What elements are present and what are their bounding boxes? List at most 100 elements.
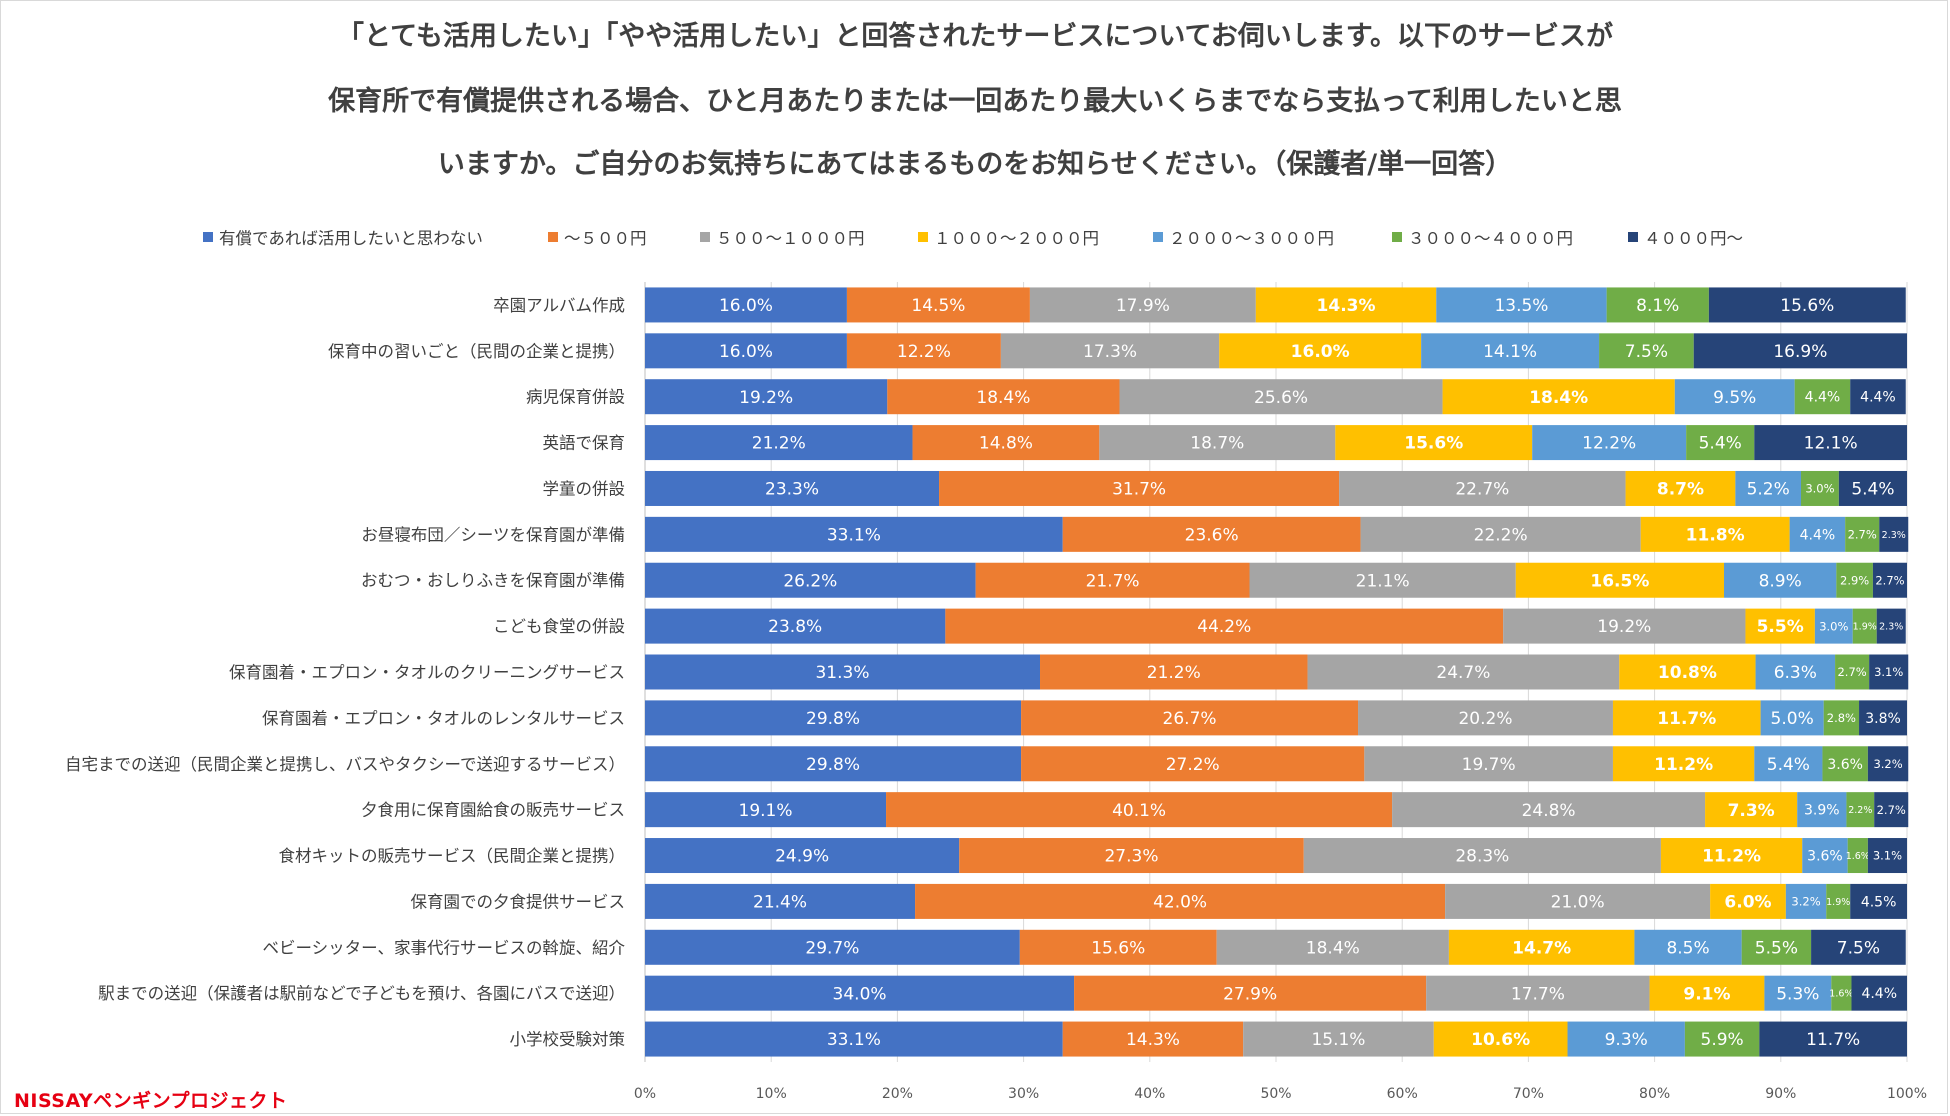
bar-segment bbox=[645, 379, 888, 415]
data-label: 12.2% bbox=[897, 342, 951, 362]
data-label: 5.4% bbox=[1851, 480, 1894, 500]
bar-segment bbox=[1216, 929, 1449, 965]
bar-segment bbox=[886, 792, 1393, 828]
bar-segment bbox=[945, 608, 1504, 644]
bar-segment bbox=[1660, 838, 1803, 874]
data-label: 24.7% bbox=[1436, 663, 1490, 683]
category-label: ベビーシッター、家事代行サービスの斡旋、紹介 bbox=[262, 938, 625, 957]
data-label: 1.9% bbox=[1853, 622, 1877, 633]
x-tick-label: 50% bbox=[1260, 1086, 1291, 1102]
data-label: 33.1% bbox=[827, 1030, 881, 1050]
bar-segment bbox=[1358, 700, 1613, 736]
bar-segment bbox=[1859, 700, 1907, 736]
data-label: 2.2% bbox=[1848, 805, 1872, 816]
data-label: 2.7% bbox=[1848, 527, 1877, 541]
bar-segment bbox=[1764, 975, 1832, 1011]
bar-segment bbox=[645, 654, 1041, 690]
data-label: 8.7% bbox=[1657, 480, 1704, 500]
bar-segment bbox=[1303, 838, 1661, 874]
legend-item: １０００～２０００円 bbox=[918, 225, 1099, 249]
data-label: 7.3% bbox=[1728, 801, 1775, 821]
data-label: 31.7% bbox=[1112, 480, 1166, 500]
bar-segment bbox=[1612, 746, 1755, 782]
data-label: 3.1% bbox=[1873, 849, 1902, 863]
x-tick-label: 0% bbox=[634, 1086, 656, 1102]
data-label: 3.0% bbox=[1805, 482, 1834, 496]
bar-segment bbox=[1867, 838, 1907, 874]
bar-segment bbox=[1874, 792, 1909, 828]
data-label: 26.2% bbox=[783, 571, 837, 591]
bar-segment bbox=[1850, 883, 1907, 919]
bar-segment bbox=[1649, 975, 1765, 1011]
data-label: 3.6% bbox=[1827, 757, 1863, 773]
data-label: 2.3% bbox=[1882, 530, 1906, 541]
data-label: 5.5% bbox=[1757, 617, 1804, 637]
data-label: 26.7% bbox=[1163, 709, 1217, 729]
data-label: 5.5% bbox=[1755, 938, 1798, 958]
data-label: 11.7% bbox=[1806, 1030, 1860, 1050]
bar-segment bbox=[645, 838, 960, 874]
data-label: 19.2% bbox=[1597, 617, 1651, 637]
bar-segment bbox=[1445, 883, 1711, 919]
legend-item: ３０００～４０００円 bbox=[1392, 225, 1573, 249]
data-label: 14.1% bbox=[1483, 342, 1537, 362]
legend-item: ～５００円 bbox=[548, 225, 647, 249]
data-label: 8.1% bbox=[1636, 296, 1679, 316]
bar-segment bbox=[1760, 700, 1824, 736]
bar-segment bbox=[1823, 700, 1860, 736]
bar-segment bbox=[1634, 929, 1742, 965]
data-label: 10.6% bbox=[1471, 1030, 1530, 1050]
bar-segment bbox=[1693, 333, 1907, 369]
bar-segment bbox=[1708, 287, 1906, 323]
bar-segment bbox=[1599, 333, 1694, 369]
legend-item: ２０００～３０００円 bbox=[1153, 225, 1334, 249]
bar-segment bbox=[1754, 425, 1907, 461]
bar-segment bbox=[1448, 929, 1635, 965]
bar-segment bbox=[645, 746, 1022, 782]
legend-swatch bbox=[918, 232, 928, 242]
bar-segment bbox=[645, 562, 976, 598]
legend-label: １０００～２０００円 bbox=[934, 229, 1099, 248]
data-label: 15.6% bbox=[1091, 938, 1145, 958]
data-label: 27.9% bbox=[1223, 984, 1277, 1004]
bar-segment bbox=[1426, 975, 1650, 1011]
bar-segment bbox=[1219, 333, 1422, 369]
bar-segment bbox=[1831, 975, 1852, 1011]
category-label: 駅までの送迎（保護者は駅前などで子どもを預け、各園にバスで送迎） bbox=[98, 984, 625, 1003]
data-label: 23.8% bbox=[768, 617, 822, 637]
data-label: 8.5% bbox=[1666, 938, 1709, 958]
data-label: 6.3% bbox=[1774, 663, 1817, 683]
legend-label: ４０００円～ bbox=[1644, 229, 1743, 248]
legend-label: ５００～１０００円 bbox=[716, 229, 865, 248]
data-label: 5.4% bbox=[1767, 755, 1810, 775]
legend-item: ４０００円～ bbox=[1628, 225, 1743, 249]
bar-segment bbox=[1062, 1021, 1244, 1057]
bar-segment bbox=[645, 929, 1020, 965]
bar-segment bbox=[1800, 470, 1839, 506]
category-label: 夕食用に保育園給食の販売サービス bbox=[361, 801, 625, 820]
category-label: こども食堂の併設 bbox=[493, 617, 625, 636]
data-label: 14.7% bbox=[1512, 938, 1571, 958]
data-label: 5.2% bbox=[1747, 480, 1790, 500]
data-label: 13.5% bbox=[1494, 296, 1548, 316]
bar-segment bbox=[645, 975, 1075, 1011]
data-label: 5.3% bbox=[1776, 984, 1819, 1004]
data-label: 4.4% bbox=[1861, 986, 1897, 1002]
data-label: 5.0% bbox=[1771, 709, 1814, 729]
chart-title-line-3: いますか。ご自分のお気持ちにあてはまるものをお知らせください。（保護者/単一回答… bbox=[437, 149, 1513, 180]
bar-segment bbox=[1724, 562, 1837, 598]
data-label: 18.4% bbox=[976, 388, 1030, 408]
bar-segment bbox=[1619, 654, 1756, 690]
chart-legend: 有償であれば活用したいと思わない ～５００円 ５００～１０００円 １０００～２０００円… bbox=[0, 225, 1950, 251]
data-label: 3.9% bbox=[1804, 803, 1840, 819]
bar-segment bbox=[645, 470, 940, 506]
data-label: 27.2% bbox=[1166, 755, 1220, 775]
data-label: 12.2% bbox=[1582, 434, 1636, 454]
bar-segment bbox=[1243, 1021, 1434, 1057]
data-label: 5.4% bbox=[1699, 434, 1742, 454]
data-label: 3.2% bbox=[1791, 895, 1820, 909]
bar-segment bbox=[915, 883, 1446, 919]
legend-swatch bbox=[203, 232, 213, 242]
